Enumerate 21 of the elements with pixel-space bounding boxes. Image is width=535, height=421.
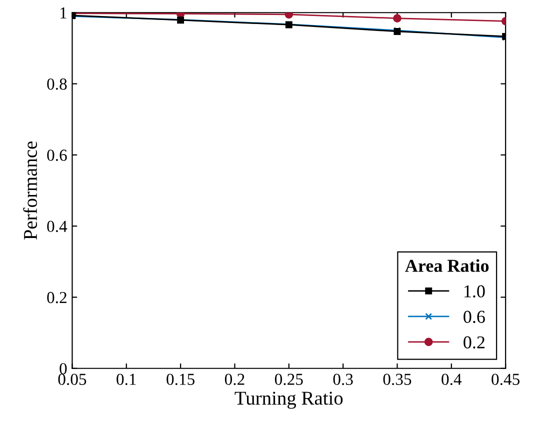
x-axis-title: Turning Ratio bbox=[234, 392, 343, 409]
y-tick-label: 0.8 bbox=[47, 78, 67, 90]
x-tick-label: 0.1 bbox=[116, 374, 136, 386]
legend-label: 0.6 bbox=[464, 310, 485, 324]
y-axis-title: Performance bbox=[23, 142, 38, 240]
x-tick-label: 0.45 bbox=[492, 374, 520, 386]
y-tick-label: 0.6 bbox=[47, 150, 67, 161]
legend-label: 0.2 bbox=[464, 336, 484, 349]
x-tick-label: 0.35 bbox=[383, 374, 412, 386]
y-tick-label: 1 bbox=[60, 7, 66, 18]
legend-label: 1.0 bbox=[464, 285, 485, 298]
x-tick-label: 0.2 bbox=[224, 374, 244, 386]
x-tick-label: 0.25 bbox=[274, 374, 303, 386]
y-tick-label: 0.2 bbox=[47, 292, 66, 304]
x-tick-label: 0.4 bbox=[442, 374, 462, 386]
y-tick-label: 0.4 bbox=[47, 220, 68, 232]
x-tick-label: 0.3 bbox=[333, 374, 353, 386]
x-tick-label: 0.05 bbox=[58, 374, 86, 386]
x-tick-label: 0.15 bbox=[166, 374, 194, 386]
legend-title: Area Ratio bbox=[405, 259, 489, 272]
y-tick-label: 0 bbox=[60, 363, 67, 374]
